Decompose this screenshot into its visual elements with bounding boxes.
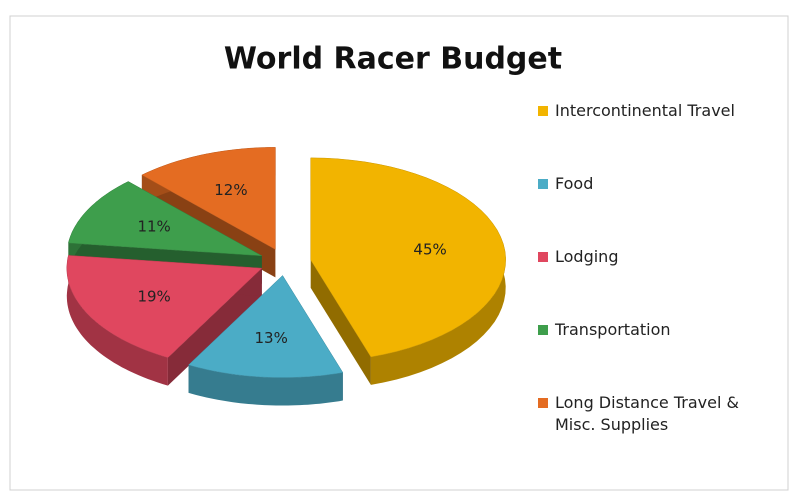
slice-group <box>141 147 276 278</box>
slice <box>68 181 262 257</box>
legend-swatch <box>538 398 548 408</box>
data-label: 11% <box>137 218 170 236</box>
slice <box>310 157 506 358</box>
slice-side <box>310 259 371 385</box>
legend-label: Long Distance Travel & Misc. Supplies <box>555 393 739 434</box>
slice <box>66 255 263 358</box>
slice-side <box>66 255 168 386</box>
slice-group <box>310 157 506 385</box>
legend-label: Intercontinental Travel <box>555 101 735 120</box>
chart-title: World Racer Budget <box>224 42 562 77</box>
legend-item: Intercontinental Travel <box>538 100 778 122</box>
legend-item: Lodging <box>538 246 778 268</box>
legend-item: Long Distance Travel & Misc. Supplies <box>538 392 778 436</box>
legend-swatch <box>538 325 548 335</box>
legend-label: Transportation <box>555 320 671 339</box>
slice <box>141 147 276 250</box>
data-label: 12% <box>214 181 247 199</box>
data-label: 45% <box>413 240 446 258</box>
legend-swatch <box>538 252 548 262</box>
slice <box>188 275 344 378</box>
legend-label: Lodging <box>555 247 619 266</box>
slice-group <box>188 275 344 406</box>
slice-side <box>167 268 262 386</box>
legend-item: Food <box>538 173 778 195</box>
legend-label: Food <box>555 174 594 193</box>
data-label: 19% <box>137 287 170 305</box>
data-label: 13% <box>255 329 288 347</box>
legend-swatch <box>538 106 548 116</box>
legend-item: Transportation <box>538 319 778 341</box>
slice-group <box>66 255 263 386</box>
legend-swatch <box>538 179 548 189</box>
slice-side <box>188 364 343 406</box>
